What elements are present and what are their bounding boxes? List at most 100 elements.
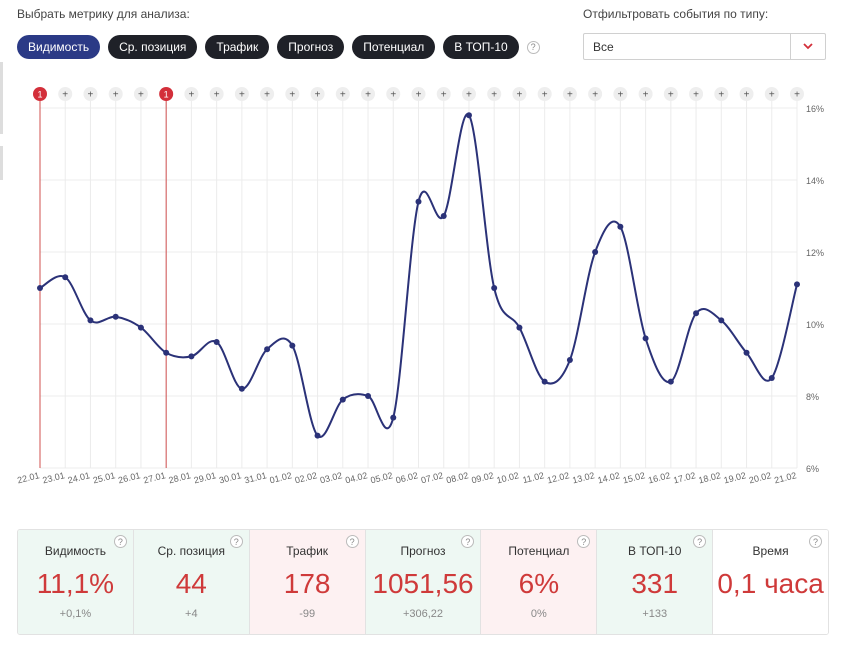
data-point <box>592 249 599 255</box>
add-event-button[interactable] <box>285 87 300 101</box>
chevron-down-icon[interactable] <box>790 34 825 59</box>
add-event-label: + <box>643 90 649 101</box>
add-event-button[interactable] <box>739 87 754 101</box>
metric-button-potential[interactable]: Потенциал <box>352 35 436 59</box>
add-event-label: + <box>239 90 245 101</box>
add-event-button[interactable] <box>234 87 249 101</box>
help-icon[interactable]: ? <box>809 535 823 548</box>
data-point <box>289 342 296 349</box>
data-point <box>768 375 775 381</box>
event-type-select[interactable]: Все <box>583 33 826 60</box>
add-event-label: + <box>466 90 472 101</box>
add-event-button[interactable] <box>562 87 577 101</box>
add-event-button[interactable] <box>537 87 552 101</box>
help-icon[interactable]: ? <box>345 535 359 548</box>
add-event-button[interactable] <box>335 87 350 101</box>
y-tick-label: 10% <box>806 320 824 330</box>
add-event-label: + <box>617 90 623 101</box>
metric-button-traffic[interactable]: Трафик <box>205 35 270 59</box>
stat-card-top10: ? В ТОП-10 331 +133 <box>597 530 714 634</box>
add-event-label: + <box>668 90 674 101</box>
add-event-button[interactable] <box>58 87 73 101</box>
help-icon[interactable]: ? <box>577 535 591 548</box>
stat-value: 1051,56 <box>372 568 474 599</box>
x-tick-label: 10.02 <box>496 470 520 485</box>
add-event-button[interactable] <box>310 87 325 101</box>
help-icon[interactable]: ? <box>113 535 127 548</box>
series-line <box>39 113 798 438</box>
metric-button-visibility[interactable]: Видимость <box>17 35 101 59</box>
add-event-button[interactable] <box>663 87 678 101</box>
y-tick-label: 6% <box>806 464 819 474</box>
stat-card-avg-position: ? Ср. позиция 44 +4 <box>133 530 250 634</box>
add-event-button[interactable] <box>613 87 628 101</box>
add-event-button[interactable] <box>83 87 98 101</box>
add-event-label: + <box>390 90 396 101</box>
y-tick-label: 8% <box>806 392 819 402</box>
add-event-button[interactable] <box>638 87 653 101</box>
x-tick-label: 31.01 <box>243 470 267 485</box>
add-event-button[interactable] <box>361 87 376 101</box>
add-event-button[interactable] <box>512 87 527 101</box>
stats-panel: ? Видимость 11,1% +0,1% ? Ср. позиция 44… <box>17 529 829 635</box>
add-event-label: + <box>567 90 573 101</box>
add-event-button[interactable] <box>790 87 804 101</box>
help-icon[interactable]: ? <box>461 535 475 548</box>
add-event-label: + <box>542 90 548 101</box>
help-icon[interactable]: ? <box>693 535 707 548</box>
add-event-button[interactable] <box>108 87 123 101</box>
add-event-label: + <box>517 90 523 101</box>
data-point <box>516 324 523 331</box>
add-event-button[interactable] <box>436 87 451 101</box>
stat-card-potential: ? Потенциал 6% 0% <box>481 530 598 634</box>
data-point <box>440 213 447 219</box>
add-event-button[interactable] <box>588 87 603 101</box>
add-event-button[interactable] <box>487 87 502 101</box>
metric-select-label: Выбрать метрику для анализа: <box>17 7 190 21</box>
x-tick-label: 27.01 <box>142 470 166 485</box>
add-event-button[interactable] <box>260 87 275 101</box>
data-point <box>642 335 649 342</box>
add-event-button[interactable] <box>764 87 779 101</box>
data-point <box>465 112 472 119</box>
x-tick-label: 20.02 <box>748 470 772 485</box>
x-tick-label: 05.02 <box>369 470 393 485</box>
data-point <box>314 432 321 439</box>
x-tick-label: 13.02 <box>571 470 595 485</box>
data-point <box>617 223 624 230</box>
x-tick-label: 24.01 <box>67 470 91 485</box>
add-event-button[interactable] <box>411 87 426 101</box>
add-event-button[interactable] <box>714 87 729 101</box>
add-event-button[interactable] <box>133 87 148 101</box>
stat-card-forecast: ? Прогноз 1051,56 +306,22 <box>365 530 482 634</box>
add-event-button[interactable] <box>209 87 224 101</box>
add-event-button[interactable] <box>386 87 401 101</box>
metric-help-icon[interactable]: ? <box>526 40 540 54</box>
metric-button-top10[interactable]: В ТОП-10 <box>443 35 519 59</box>
metric-button-forecast[interactable]: Прогноз <box>277 35 345 59</box>
y-tick-label: 14% <box>806 176 824 186</box>
stat-delta: +4 <box>185 608 198 620</box>
add-event-label: + <box>315 90 321 101</box>
add-event-button[interactable] <box>461 87 476 101</box>
metric-button-avg-position[interactable]: Ср. позиция <box>108 35 198 59</box>
y-tick-label: 12% <box>806 248 824 258</box>
event-count-label: 1 <box>164 90 169 100</box>
x-tick-label: 28.01 <box>168 470 192 485</box>
stat-title: В ТОП-10 <box>628 544 682 558</box>
add-event-button[interactable] <box>689 87 704 101</box>
stat-card-traffic: ? Трафик 178 -99 <box>249 530 366 634</box>
add-event-label: + <box>188 90 194 101</box>
data-point <box>37 285 43 291</box>
stat-value: 0,1 часа <box>717 568 824 599</box>
stat-card-time: ? Время 0,1 часа <box>713 530 828 634</box>
add-event-label: + <box>769 90 775 101</box>
add-event-button[interactable] <box>184 87 199 101</box>
stat-title: Потенциал <box>508 544 570 558</box>
data-point <box>163 349 170 356</box>
stat-title: Время <box>752 544 789 558</box>
data-point <box>743 349 750 356</box>
help-icon[interactable]: ? <box>229 535 243 548</box>
stat-card-visibility: ? Видимость 11,1% +0,1% <box>18 530 134 634</box>
data-point <box>365 393 372 399</box>
